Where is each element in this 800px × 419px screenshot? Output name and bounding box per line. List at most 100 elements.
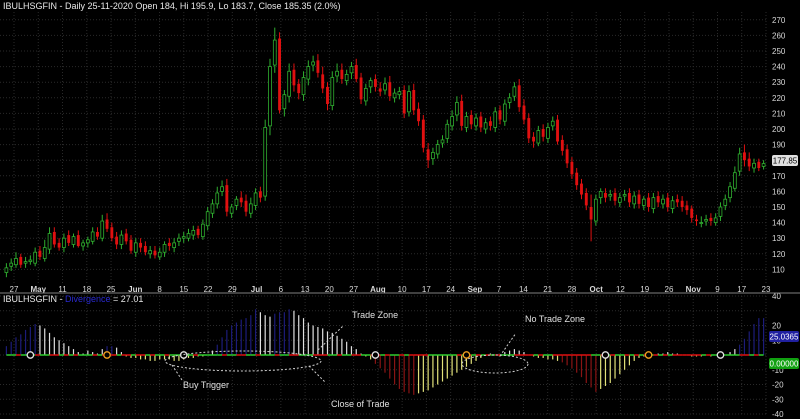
price-tick-label: 210 [772, 109, 786, 118]
candle-body [412, 90, 416, 111]
candle-body [148, 250, 153, 255]
candle-body [119, 234, 124, 245]
date-tick-label: 29 [228, 285, 237, 294]
price-tick-label: 230 [772, 78, 786, 87]
candle-body [47, 233, 52, 250]
trade-zone-arrow [317, 325, 344, 351]
osc-tick-label: -30 [772, 395, 784, 404]
osc-tick-label: -40 [772, 410, 784, 419]
candle-body [287, 70, 291, 97]
candle-body [488, 121, 492, 126]
candle-body [570, 161, 574, 175]
candle-body [81, 242, 85, 247]
candle-body [460, 100, 464, 126]
candle-body [326, 86, 329, 105]
candle-body [124, 233, 128, 242]
candle-body [33, 251, 37, 264]
candle-body [512, 86, 517, 97]
candle-body [292, 69, 296, 86]
candle-body [402, 90, 406, 114]
candle-body [133, 242, 138, 253]
candle-body [363, 88, 368, 102]
candle-body [455, 102, 459, 116]
date-tick-label: 6 [279, 285, 284, 294]
candle-body [469, 114, 473, 125]
candle-body [550, 120, 555, 127]
date-tick-label: 11 [58, 285, 67, 294]
candle-body [464, 116, 469, 128]
candle-body [263, 127, 268, 197]
candle-body [225, 185, 229, 212]
price-tick-label: 190 [772, 141, 786, 150]
candle-body [253, 192, 258, 206]
osc-title-prefix: IBULHSGFIN - [3, 294, 65, 304]
candle-body [713, 217, 718, 223]
candle-body [479, 116, 483, 128]
date-tick-label: 12 [616, 285, 625, 294]
candle-body [90, 231, 95, 242]
price-tick-label: 250 [772, 47, 786, 56]
buy-marker [601, 351, 610, 359]
candle-body [186, 233, 191, 239]
candle-body [685, 205, 689, 211]
candle-body [556, 119, 559, 142]
candle-body [527, 118, 531, 139]
candle-body [651, 197, 656, 209]
candle-body [196, 228, 200, 236]
candle-body [220, 186, 224, 192]
candle-body [272, 39, 277, 66]
candle-body [704, 219, 708, 222]
date-tick-label: 15 [179, 285, 188, 294]
date-tick-label: 13 [301, 285, 310, 294]
date-tick-label: 9 [715, 285, 720, 294]
candle-body [733, 172, 737, 189]
candle-body [153, 250, 157, 256]
osc-tick-label: 40 [772, 292, 781, 301]
candle-body [23, 261, 28, 264]
price-tick-label: 240 [772, 63, 786, 72]
candle-body [234, 198, 239, 206]
date-tick-label: 21 [543, 285, 552, 294]
candle-body [622, 194, 627, 197]
candle-body [632, 195, 637, 205]
candle-body [201, 223, 205, 238]
candle-body [431, 151, 435, 160]
price-tick-label: 120 [772, 250, 786, 259]
candle-body [608, 194, 613, 197]
date-tick-label: 10 [398, 285, 407, 294]
candle-body [575, 172, 579, 186]
candle-body [28, 259, 33, 263]
buy-marker [26, 351, 35, 359]
candle-body [493, 111, 498, 128]
candle-body [215, 192, 220, 205]
candle-body [407, 91, 411, 113]
date-tick-label: 23 [762, 285, 771, 294]
date-tick-label: Jul [251, 285, 263, 294]
candle-body [502, 103, 507, 122]
candle-body [690, 208, 694, 218]
candle-body [397, 91, 402, 96]
price-tick-label: 270 [772, 16, 786, 25]
date-tick-label: Nov [686, 285, 702, 294]
no-trade-zone-arrow [499, 332, 517, 357]
candle-body [709, 217, 713, 222]
candle-body [421, 119, 425, 148]
date-tick-label: 28 [567, 285, 576, 294]
price-candles [4, 27, 766, 278]
candle-body [565, 149, 569, 164]
candle-body [162, 244, 167, 253]
candle-body [14, 258, 18, 266]
osc-tick-label: -10 [772, 366, 784, 375]
candle-body [330, 77, 335, 106]
candle-body [248, 203, 253, 214]
candle-body [100, 220, 105, 239]
price-tick-label: 110 [772, 265, 785, 274]
trade-zone-label: Trade Zone [352, 310, 398, 320]
date-tick-label: 19 [640, 285, 649, 294]
candle-body [157, 251, 162, 258]
candle-body [445, 123, 450, 139]
candle-body [560, 139, 564, 151]
oscillator-panel-title: IBULHSGFIN - Divergence = 27.01 [3, 294, 143, 304]
candle-body [349, 66, 354, 74]
